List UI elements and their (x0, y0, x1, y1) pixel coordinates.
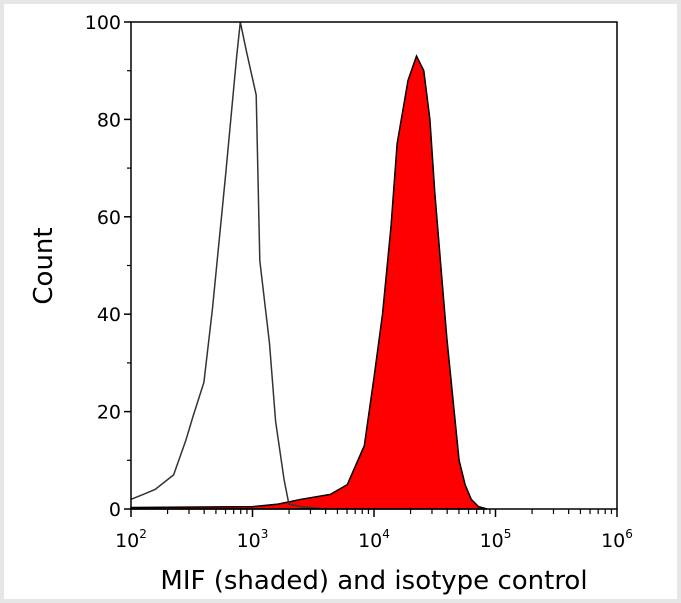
x-tick-base: 10 (115, 530, 139, 552)
x-tick-exponent: 4 (382, 527, 390, 541)
series-isotype-line (130, 21, 326, 510)
x-tick-label: 106 (601, 527, 633, 552)
y-tick-label: 60 (97, 207, 121, 229)
y-axis-label: Count (29, 227, 59, 304)
x-tick-base: 10 (237, 530, 261, 552)
series-layer (130, 21, 488, 510)
x-tick-label: 102 (115, 527, 147, 552)
x-tick-exponent: 2 (139, 527, 147, 541)
y-tick-label: 100 (85, 12, 121, 34)
x-tick-label: 103 (237, 527, 269, 552)
x-tick-exponent: 5 (504, 527, 512, 541)
x-tick-exponent: 3 (261, 527, 269, 541)
y-tick-label: 20 (97, 402, 121, 424)
x-tick-base: 10 (601, 530, 625, 552)
y-tick-label: 40 (97, 304, 121, 326)
x-axis-label: MIF (shaded) and isotype control (160, 566, 587, 596)
x-tick-label: 104 (358, 527, 390, 552)
x-tick-label: 105 (480, 527, 512, 552)
x-tick-base: 10 (480, 530, 504, 552)
series-mif-area (130, 54, 488, 510)
x-tick-exponent: 6 (625, 527, 633, 541)
x-tick-base: 10 (358, 530, 382, 552)
y-tick-label: 80 (97, 109, 121, 131)
y-tick-label: 0 (109, 499, 121, 521)
